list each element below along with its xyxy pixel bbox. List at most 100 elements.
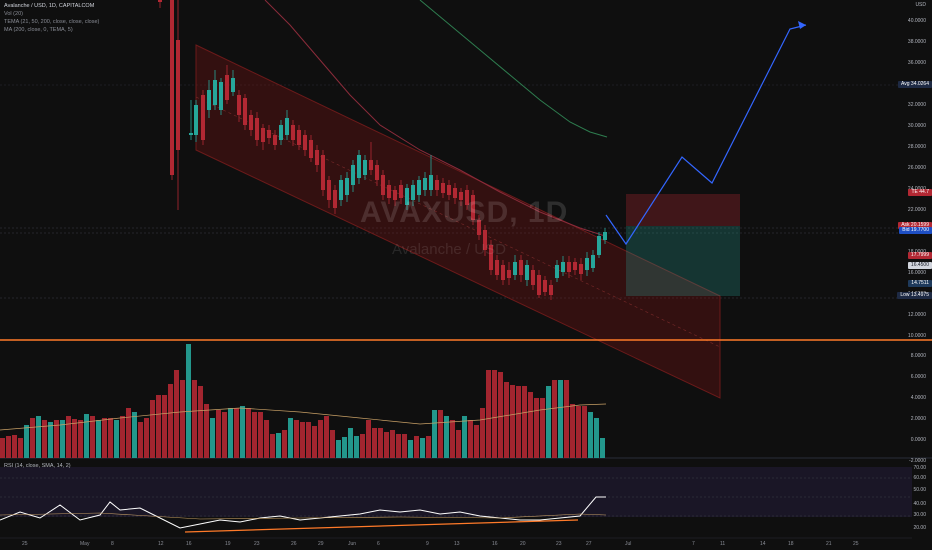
price-axis-tick: 28.0000 [907,144,926,150]
volume-bar [330,430,335,458]
volume-bar [378,428,383,458]
candle [471,195,475,220]
time-axis-tick: 8 [111,541,114,547]
volume-bar [570,404,575,458]
volume-bar [312,426,317,458]
volume-bar [300,422,305,458]
volume-bar [192,380,197,458]
candle [249,115,253,130]
time-axis-tick: 12 [158,541,164,547]
volume-bar [144,418,149,458]
time-axis-tick: 27 [586,541,592,547]
candle [285,118,289,135]
rsi-axis-tick: 40.00 [913,501,926,507]
candle [207,90,211,110]
volume-bar [90,416,95,458]
candle [267,130,271,138]
vol-legend[interactable]: Vol (20) [4,11,23,17]
candle [423,178,427,190]
volume-bar [594,418,599,458]
time-axis-tick: 25 [22,541,28,547]
candle [189,133,193,135]
rsi-legend[interactable]: RSI (14, close, SMA, 14, 2) [4,463,71,469]
candle [555,265,559,278]
candle [411,185,415,200]
time-axis-tick: 20 [520,541,526,547]
candle [603,232,607,240]
candle [255,118,259,140]
volume-bar [342,437,347,458]
volume-bar [582,406,587,458]
candle [549,285,553,295]
time-axis-tick: 26 [291,541,297,547]
volume-bar [108,418,113,458]
volume-bar [168,384,173,458]
volume-bar [552,380,557,458]
candle [291,125,295,140]
volume-bar [534,398,539,458]
volume-bar [126,408,131,458]
symbol-legend[interactable]: Avalanche / USD, 1D, CAPITALCOM [4,3,95,9]
candle [435,180,439,190]
time-axis-tick: 16 [186,541,192,547]
time-axis-tick: 14 [760,541,766,547]
symbol-watermark-name: Avalanche / USD [392,241,506,258]
candle [297,130,301,145]
volume-bar [48,422,53,458]
time-axis-tick: 21 [826,541,832,547]
price-axis-tick: 38.0000 [907,39,926,45]
time-axis-tick: 23 [556,541,562,547]
channel-midline [195,96,721,348]
ma-legend[interactable]: MA (200, close, 0, TEMA, 5) [4,27,73,33]
volume-bar [450,420,455,458]
price-axis-tick: 0.0000 [910,437,926,443]
candle [495,260,499,275]
volume-bar [384,432,389,458]
candle [170,0,174,175]
candle [381,175,385,195]
time-axis-tick: 25 [853,541,859,547]
candle [567,262,571,272]
volume-bar [600,438,605,458]
rsi-axis-tick: 20.00 [913,525,926,531]
price-tag: Ask 20.1599 [898,222,932,229]
price-tag: Avg 34.0264 [898,81,932,88]
tema-line [264,0,606,237]
candle [333,190,337,208]
rsi-trendline [184,519,579,533]
candle [243,98,247,125]
volume-bar [198,386,203,458]
price-axis-tick: 4.0000 [910,395,926,401]
volume-bar [546,386,551,458]
volume-bar [438,410,443,458]
volume-bar [78,420,83,458]
candle [261,128,265,142]
time-axis-tick: 6 [377,541,380,547]
volume-bar [402,434,407,458]
candle [543,280,547,292]
volume-bar [72,419,77,458]
volume-bar [426,436,431,458]
volume-bar [564,380,569,458]
volume-bar [30,418,35,458]
rsi-axis-tick: 50.00 [913,487,926,493]
price-axis-tick: 12.0000 [907,312,926,318]
volume-bar [132,412,137,458]
volume-bar [486,370,491,458]
tema-legend[interactable]: TEMA (21, 50, 200, close, close, close) [4,19,100,25]
price-axis-tick: 22.0000 [907,207,926,213]
volume-bar [336,440,341,458]
volume-bar [120,416,125,458]
volume-bar [114,420,119,458]
volume-bar [222,412,227,458]
candle [525,265,529,280]
indicator-legend: Avalanche / USD, 1D, CAPITALCOM Vol (20)… [4,2,99,34]
time-axis-tick: May [80,541,90,547]
volume-bar [588,412,593,458]
volume-bar [462,416,467,458]
candle [309,140,313,158]
price-axis-tick: 26.0000 [907,165,926,171]
candle [176,40,180,150]
volume-bar [372,428,377,458]
